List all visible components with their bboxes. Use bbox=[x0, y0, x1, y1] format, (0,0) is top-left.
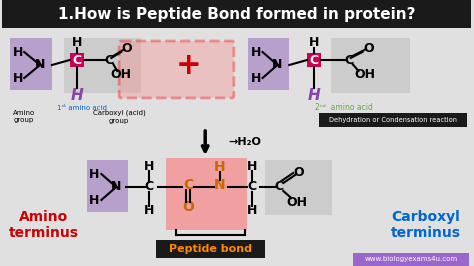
Text: Amino
group: Amino group bbox=[13, 110, 36, 123]
Text: O: O bbox=[182, 200, 194, 214]
Text: →H₂O: →H₂O bbox=[228, 137, 261, 147]
Text: Carboxyl
terminus: Carboxyl terminus bbox=[391, 210, 461, 240]
Text: Dehydration or Condensation reaction: Dehydration or Condensation reaction bbox=[329, 117, 457, 123]
Text: C: C bbox=[72, 53, 81, 66]
Text: 1ˢᵗ amino acid: 1ˢᵗ amino acid bbox=[56, 105, 107, 111]
Bar bbox=[331, 38, 410, 93]
Text: H: H bbox=[89, 168, 100, 181]
Text: H: H bbox=[144, 203, 154, 217]
Text: 2ⁿᵈ  amino acid: 2ⁿᵈ amino acid bbox=[315, 102, 373, 111]
Text: +: + bbox=[175, 51, 201, 80]
Text: H: H bbox=[309, 36, 319, 49]
Text: H: H bbox=[89, 193, 100, 206]
Text: Amino
terminus: Amino terminus bbox=[9, 210, 79, 240]
Text: C: C bbox=[144, 181, 154, 193]
Bar bbox=[70, 53, 83, 67]
Text: H: H bbox=[13, 45, 23, 59]
Text: Peptide bond: Peptide bond bbox=[169, 244, 252, 254]
Bar bbox=[319, 113, 467, 127]
Text: H: H bbox=[308, 88, 320, 102]
Text: H: H bbox=[72, 36, 82, 49]
Text: C: C bbox=[275, 181, 284, 193]
Text: OH: OH bbox=[354, 69, 375, 81]
Text: H: H bbox=[70, 88, 83, 102]
Text: C: C bbox=[105, 53, 114, 66]
Text: www.biologyexams4u.com: www.biologyexams4u.com bbox=[365, 256, 457, 262]
Bar bbox=[248, 38, 289, 90]
Text: N: N bbox=[111, 181, 121, 193]
Text: H: H bbox=[246, 160, 257, 172]
Text: N: N bbox=[35, 59, 45, 72]
Bar bbox=[2, 0, 471, 28]
Text: N: N bbox=[214, 178, 226, 192]
Text: Carboxyl (acid)
group: Carboxyl (acid) group bbox=[93, 110, 146, 123]
Bar bbox=[307, 53, 321, 67]
Text: H: H bbox=[250, 45, 261, 59]
Text: H: H bbox=[246, 203, 257, 217]
Bar bbox=[353, 253, 469, 266]
Text: C: C bbox=[183, 178, 193, 192]
Text: 1.How is Peptide Bond formed in protein?: 1.How is Peptide Bond formed in protein? bbox=[58, 6, 416, 22]
Bar bbox=[10, 38, 52, 90]
Text: OH: OH bbox=[110, 69, 132, 81]
Text: C: C bbox=[310, 53, 319, 66]
Bar bbox=[156, 240, 264, 258]
Bar bbox=[165, 158, 247, 230]
Bar bbox=[64, 38, 141, 93]
Text: O: O bbox=[363, 41, 374, 55]
Text: N: N bbox=[272, 59, 283, 72]
Text: H: H bbox=[250, 72, 261, 85]
Text: H: H bbox=[13, 72, 23, 85]
Text: H: H bbox=[214, 160, 226, 174]
Text: O: O bbox=[294, 165, 304, 178]
Bar bbox=[87, 160, 128, 212]
Text: OH: OH bbox=[287, 196, 308, 209]
Text: C: C bbox=[344, 53, 353, 66]
Bar bbox=[264, 160, 332, 215]
Text: C: C bbox=[247, 181, 256, 193]
FancyBboxPatch shape bbox=[119, 41, 234, 98]
Text: O: O bbox=[122, 41, 132, 55]
Text: H: H bbox=[144, 160, 154, 172]
